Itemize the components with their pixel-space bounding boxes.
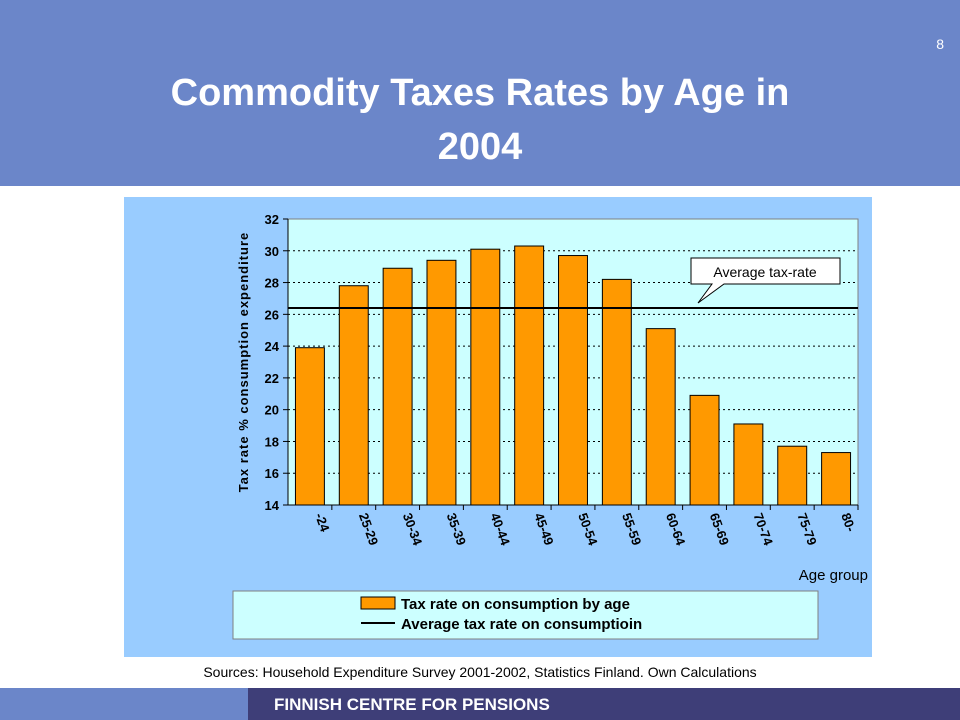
x-tick-label: 35-39 xyxy=(444,511,469,547)
bar-30-34 xyxy=(382,267,413,506)
title-line-2: 2004 xyxy=(437,126,523,168)
bar-35-39 xyxy=(426,259,457,506)
bar--24 xyxy=(294,347,325,506)
bar-65-69 xyxy=(689,394,720,506)
y-tick-label: 20 xyxy=(265,403,279,418)
chart-panel: 14 16 18 20 22 24 26 28 30 32 -24 25-29 30-34 35-39 4… xyxy=(124,197,872,657)
x-tick-label: 50-54 xyxy=(575,511,601,548)
x-tick-label: 65-69 xyxy=(707,511,732,547)
y-tick-label: 16 xyxy=(265,466,279,481)
y-tick-label: 24 xyxy=(265,339,280,354)
footer-bar: FINNISH CENTRE FOR PENSIONS xyxy=(248,688,960,720)
y-tick-label: 30 xyxy=(265,244,279,259)
callout-box xyxy=(690,257,841,304)
bar-70-74 xyxy=(733,423,764,506)
x-tick-label: 45-49 xyxy=(531,511,556,547)
x-tick-label: 55-59 xyxy=(619,511,644,547)
footer-accent xyxy=(0,688,248,720)
page-title: Commodity Taxes Rates by Age in 2004 xyxy=(110,66,850,174)
y-tick-label: 14 xyxy=(265,498,280,513)
bar-60-64 xyxy=(645,328,676,506)
legend-swatch-bar xyxy=(360,596,396,610)
bar-25-29 xyxy=(338,285,369,506)
x-tick-label: 30-34 xyxy=(400,511,426,548)
bar-45-49 xyxy=(514,245,545,506)
x-tick-label: 80- xyxy=(838,511,859,534)
x-tick-label: -24 xyxy=(312,511,333,535)
x-tick-label: 75-79 xyxy=(794,511,819,547)
average-callout: Average tax-rate xyxy=(690,257,841,304)
x-axis-title: Age group xyxy=(799,567,868,584)
x-tick-label: 40-44 xyxy=(487,511,513,548)
x-tick-label: 70-74 xyxy=(751,511,777,548)
title-banner: 8 Commodity Taxes Rates by Age in 2004 xyxy=(0,0,960,186)
y-tick-label: 28 xyxy=(265,276,279,291)
footer-label: FINNISH CENTRE FOR PENSIONS xyxy=(274,695,550,714)
y-axis-title: Tax rate % consumption expenditure xyxy=(236,232,251,493)
callout-label: Average tax-rate xyxy=(713,264,816,280)
y-tick-label: 18 xyxy=(265,434,279,449)
bar-75-79 xyxy=(777,445,808,506)
sources-note: Sources: Household Expenditure Survey 20… xyxy=(203,664,757,680)
slide-number: 8 xyxy=(936,36,944,52)
x-tick-label: 60-64 xyxy=(663,511,689,548)
legend: Tax rate on consumption by age Average t… xyxy=(232,590,819,640)
y-tick-label: 32 xyxy=(265,212,279,227)
title-line-1: Commodity Taxes Rates by Age in xyxy=(170,72,790,114)
y-tick-label: 26 xyxy=(265,307,279,322)
bar-80- xyxy=(821,452,852,506)
y-tick-label: 22 xyxy=(265,371,279,386)
bar-chart: 14 16 18 20 22 24 26 28 30 32 -24 25-29 30-34 35-39 4… xyxy=(232,212,868,640)
legend-label-bars: Tax rate on consumption by age xyxy=(401,596,630,613)
bar-40-44 xyxy=(470,248,501,506)
x-tick-label: 25-29 xyxy=(356,511,381,547)
legend-label-average: Average tax rate on consumptioin xyxy=(401,616,642,633)
legend-box xyxy=(232,590,819,640)
bar-50-54 xyxy=(558,255,588,506)
bar-55-59 xyxy=(601,278,632,506)
